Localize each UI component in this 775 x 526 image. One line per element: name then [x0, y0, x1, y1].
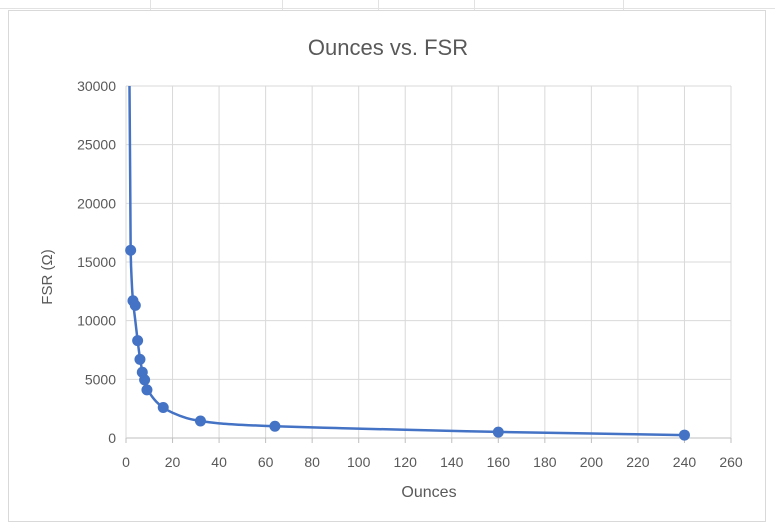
data-point: [194, 415, 206, 427]
y-tick-label: 10000: [77, 313, 116, 329]
scatter-chart: Ounces vs. FSR 0 20 40 60 80 100 120 140 160 180 2…: [39, 35, 743, 501]
x-axis-label: Ounces: [401, 484, 456, 501]
gridlines: [126, 85, 732, 438]
data-point: [678, 429, 690, 441]
data-points: [125, 244, 690, 441]
x-tick-label: 120: [394, 454, 418, 470]
x-tick-label: 160: [487, 454, 511, 470]
data-point: [134, 353, 146, 365]
x-tick-label: 100: [347, 454, 371, 470]
x-tick-label: 200: [580, 454, 604, 470]
y-tick-label: 15000: [77, 254, 116, 270]
x-tick-label: 20: [165, 454, 181, 470]
x-tick-label: 240: [673, 454, 697, 470]
data-point: [125, 244, 137, 256]
y-tick-labels: 0 5000 10000 15000 20000 25000 30000: [77, 78, 116, 446]
x-tick-label: 80: [304, 454, 320, 470]
data-point: [132, 335, 144, 347]
x-tick-label: 140: [440, 454, 464, 470]
x-tick-label: 60: [258, 454, 274, 470]
y-tick-label: 5000: [85, 371, 116, 387]
y-tick-label: 20000: [77, 195, 116, 211]
y-tick-label: 25000: [77, 137, 116, 153]
chart-title: Ounces vs. FSR: [308, 35, 468, 60]
y-tick-label: 0: [108, 430, 116, 446]
data-point: [492, 426, 504, 438]
x-tick-label: 260: [719, 454, 743, 470]
data-point: [129, 299, 141, 311]
y-axis-label: FSR (Ω): [39, 249, 56, 304]
x-tick-label: 0: [122, 454, 130, 470]
x-tick-label: 180: [533, 454, 557, 470]
data-point: [141, 384, 153, 396]
data-point: [139, 374, 151, 386]
x-tick-labels: 0 20 40 60 80 100 120 140 160 180 200 220 240 260: [122, 454, 743, 470]
y-tick-label: 30000: [77, 78, 116, 94]
chart-area[interactable]: Ounces vs. FSR 0 20 40 60 80 100 120 140 160 180 2…: [8, 10, 766, 522]
series-curve: [128, 85, 685, 437]
axes: [125, 86, 732, 443]
x-tick-label: 40: [211, 454, 227, 470]
x-tick-label: 220: [626, 454, 650, 470]
data-point: [269, 420, 281, 432]
data-point: [157, 401, 169, 413]
